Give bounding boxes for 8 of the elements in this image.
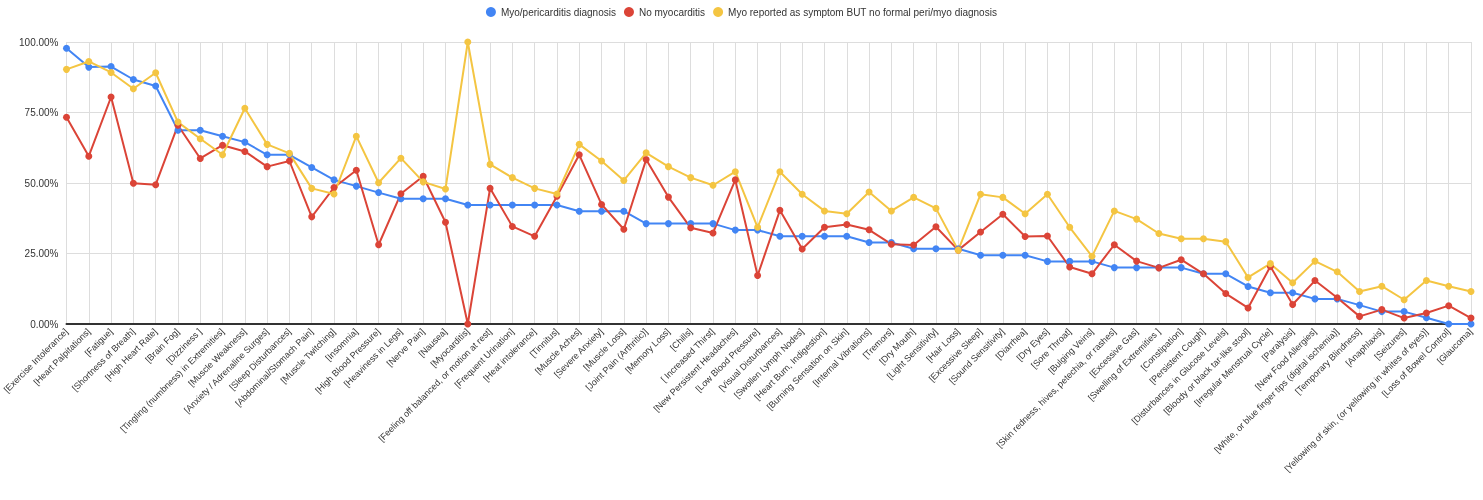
y-tick-label: 25.00% [24,248,59,259]
legend-label: Myo reported as symptom BUT no formal peri/myo diagnosis [728,6,997,18]
y-tick-label: 0.00% [30,318,59,330]
legend-label: No myocarditis [638,6,706,18]
y-tick-label: 50.00% [24,177,59,189]
legend-label: Myo/pericarditis diagnosis [500,6,616,18]
y-tick-label: 100.00% [19,36,59,48]
y-tick-label: 75.00% [24,107,59,118]
